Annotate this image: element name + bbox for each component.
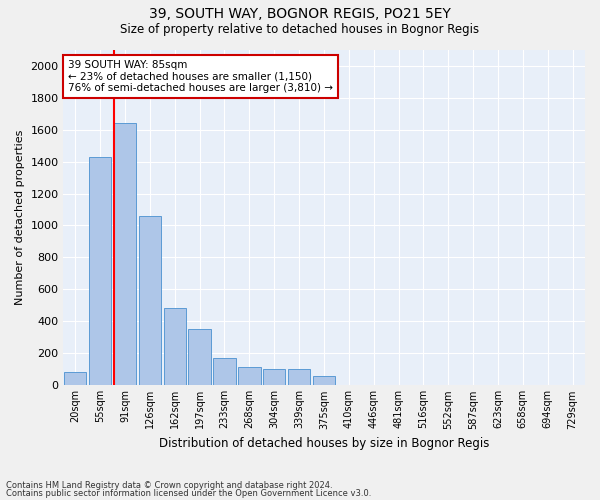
Y-axis label: Number of detached properties: Number of detached properties <box>15 130 25 305</box>
X-axis label: Distribution of detached houses by size in Bognor Regis: Distribution of detached houses by size … <box>159 437 489 450</box>
Text: 39, SOUTH WAY, BOGNOR REGIS, PO21 5EY: 39, SOUTH WAY, BOGNOR REGIS, PO21 5EY <box>149 8 451 22</box>
Bar <box>238 366 260 385</box>
Bar <box>114 124 136 385</box>
Bar <box>288 369 310 385</box>
Text: Size of property relative to detached houses in Bognor Regis: Size of property relative to detached ho… <box>121 22 479 36</box>
Bar <box>164 308 186 385</box>
Bar <box>188 329 211 385</box>
Bar <box>263 369 286 385</box>
Bar <box>213 358 236 385</box>
Bar <box>89 157 112 385</box>
Bar <box>64 372 86 385</box>
Text: 39 SOUTH WAY: 85sqm
← 23% of detached houses are smaller (1,150)
76% of semi-det: 39 SOUTH WAY: 85sqm ← 23% of detached ho… <box>68 60 333 93</box>
Bar <box>313 376 335 385</box>
Bar <box>139 216 161 385</box>
Text: Contains HM Land Registry data © Crown copyright and database right 2024.: Contains HM Land Registry data © Crown c… <box>6 481 332 490</box>
Text: Contains public sector information licensed under the Open Government Licence v3: Contains public sector information licen… <box>6 488 371 498</box>
